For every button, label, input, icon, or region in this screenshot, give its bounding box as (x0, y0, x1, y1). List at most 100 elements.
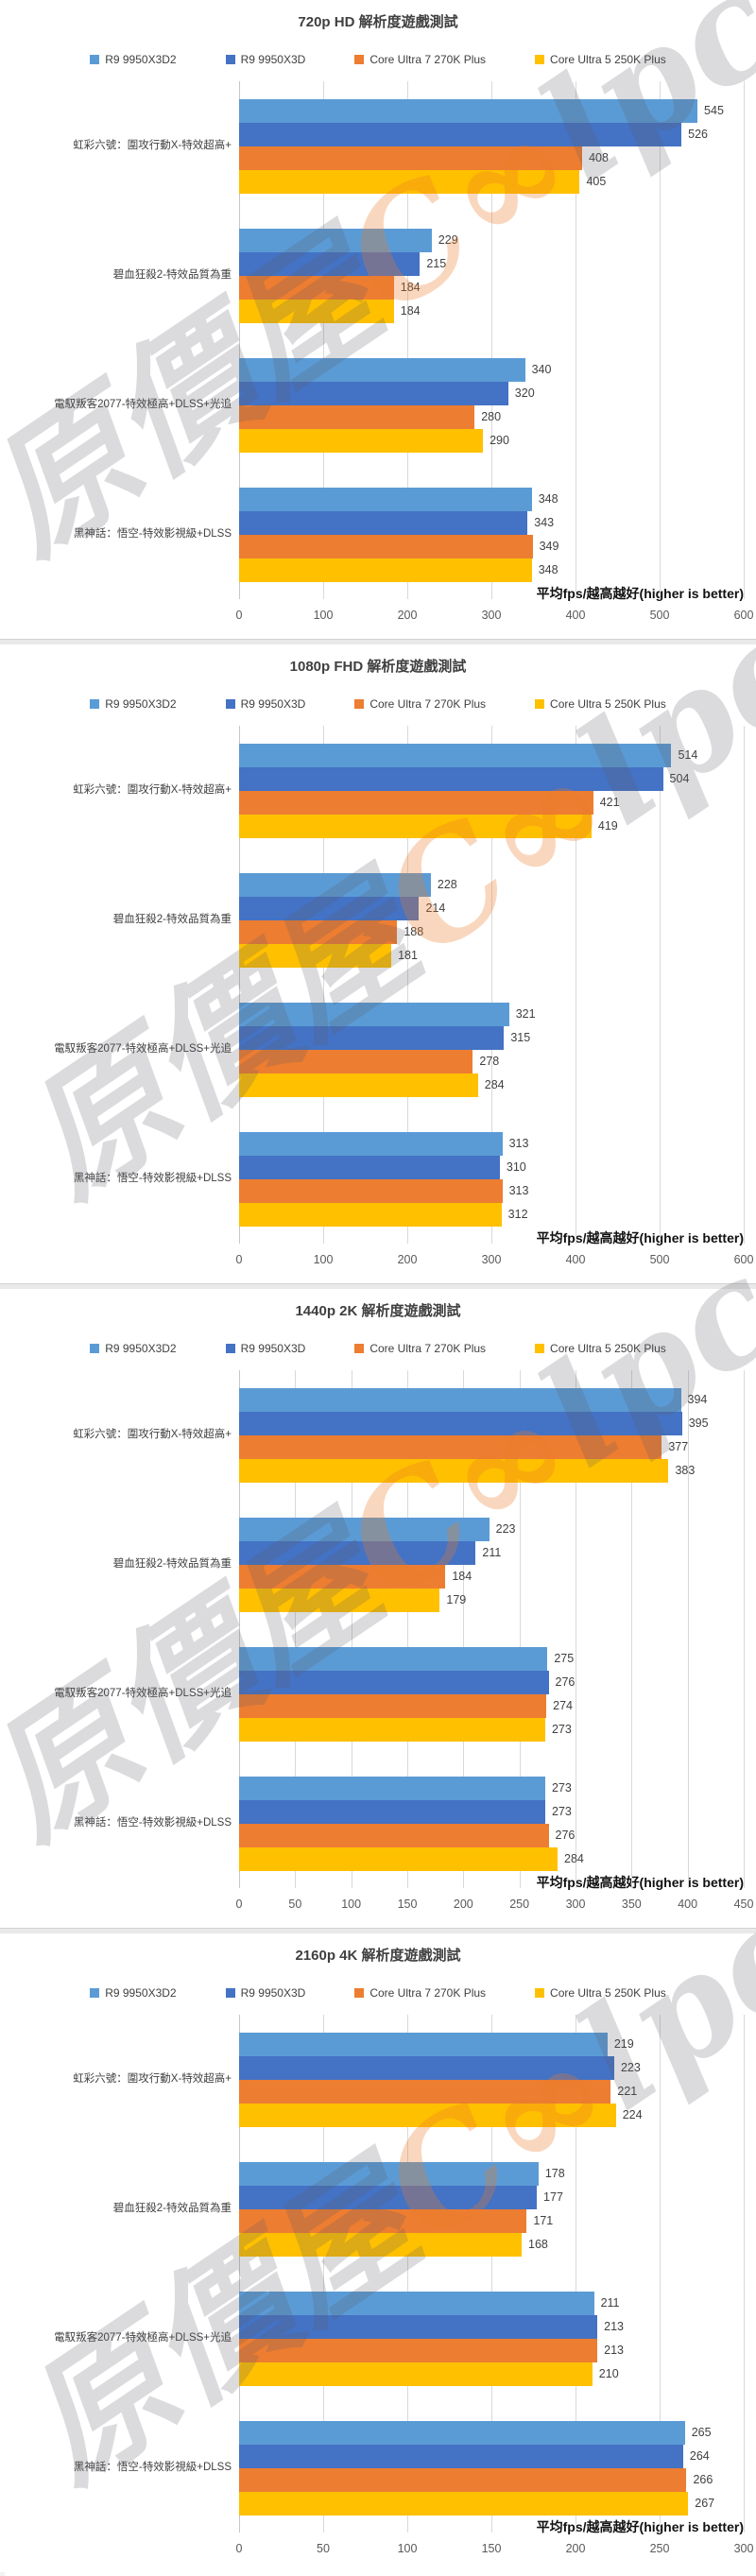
value-label: 408 (589, 151, 609, 164)
gridline (239, 726, 240, 1244)
gridline (744, 81, 745, 599)
value-label: 340 (531, 363, 552, 376)
value-label: 343 (534, 516, 555, 529)
value-label: 184 (400, 281, 421, 294)
value-label: 394 (687, 1393, 708, 1406)
bar (239, 169, 580, 194)
value-label: 315 (510, 1031, 531, 1044)
bar (239, 2079, 611, 2104)
legend-label: Core Ultra 5 250K Plus (550, 1986, 666, 2000)
legend-label: Core Ultra 5 250K Plus (550, 1342, 666, 1355)
value-label: 210 (598, 2367, 619, 2380)
category-label: 電馭叛客2077-特效極高+DLSS+光追 (54, 2332, 232, 2344)
bar (239, 2185, 538, 2209)
legend-swatch-icon (90, 699, 100, 709)
value-label: 280 (481, 410, 502, 423)
bar (239, 1717, 545, 1742)
category-label: 電馭叛客2077-特效極高+DLSS+光追 (54, 1043, 232, 1056)
bar (239, 558, 532, 582)
bar (239, 2361, 593, 2386)
legend-item: Core Ultra 5 250K Plus (535, 1342, 666, 1355)
value-label: 545 (704, 104, 724, 117)
chart-plot: 平均fps/越高越好(higher is better) 0 100 200 300 4… (54, 726, 753, 1266)
gridline (744, 1370, 745, 1888)
value-label: 383 (675, 1464, 696, 1477)
x-tick-label: 0 (235, 609, 243, 622)
category-label: 虹彩六號：圍攻行動X-特效超高+ (73, 140, 232, 152)
gridline (239, 81, 240, 599)
bar (239, 2055, 614, 2080)
gridline (407, 81, 408, 599)
value-label: 265 (691, 2426, 712, 2439)
value-label: 168 (528, 2238, 548, 2251)
x-tick-label: 200 (565, 2542, 586, 2555)
chart-legend: R9 9950X3D2 R9 9950X3D Core Ultra 7 270K P… (0, 1986, 756, 2000)
legend-swatch-icon (225, 699, 235, 709)
gridline (239, 2015, 240, 2533)
gridline (407, 1370, 408, 1888)
value-label: 313 (508, 1184, 529, 1197)
bar (239, 251, 421, 276)
value-label: 266 (693, 2473, 713, 2486)
x-axis-title: 平均fps/越高越好(higher is better) (536, 1230, 744, 1245)
x-tick-label: 400 (678, 1898, 698, 1911)
value-label: 273 (551, 1805, 572, 1818)
legend-label: R9 9950X3D2 (105, 53, 177, 66)
value-label: 228 (437, 878, 457, 891)
legend-item: Core Ultra 7 270K Plus (354, 697, 486, 711)
legend-swatch-icon (90, 1344, 100, 1353)
gridline (323, 81, 324, 599)
x-tick-label: 400 (565, 609, 586, 622)
gridline (323, 2015, 324, 2533)
legend-swatch-icon (535, 55, 545, 64)
gridline (491, 81, 492, 599)
chart-plot: 平均fps/越高越好(higher is better) 0 50 100 150 20… (54, 2015, 753, 2555)
bar (239, 98, 698, 123)
x-tick-label: 0 (235, 2542, 243, 2555)
gridline (491, 726, 492, 1244)
value-label: 179 (446, 1593, 467, 1606)
chart-title: 1080p FHD 解析度遊戲測試 (289, 659, 467, 675)
bar (239, 1823, 549, 1847)
value-label: 223 (495, 1522, 516, 1536)
chart-plot: 平均fps/越高越好(higher is better) 0 100 200 300 4… (54, 81, 753, 622)
x-axis-title: 平均fps/越高越好(higher is better) (536, 586, 744, 601)
bar (239, 2420, 685, 2445)
value-label: 504 (669, 772, 690, 785)
x-tick-label: 200 (397, 609, 418, 622)
legend-item: Core Ultra 7 270K Plus (354, 53, 486, 66)
gridline (239, 1370, 240, 1888)
value-label: 224 (622, 2108, 643, 2121)
x-tick-label: 300 (565, 1898, 586, 1911)
x-tick-label: 50 (317, 2542, 330, 2555)
legend-swatch-icon (90, 55, 100, 64)
value-label: 419 (597, 819, 618, 833)
value-label: 184 (452, 1570, 472, 1583)
x-tick-label: 100 (313, 1253, 334, 1266)
legend-swatch-icon (90, 1988, 100, 1998)
x-tick-label: 300 (733, 2542, 754, 2555)
category-label: 電馭叛客2077-特效極高+DLSS+光追 (54, 399, 232, 411)
value-label: 213 (604, 2320, 624, 2333)
bar (239, 1564, 446, 1589)
category-label: 碧血狂殺2-特效品質為重 (112, 269, 232, 282)
bar (239, 2338, 598, 2362)
legend-label: R9 9950X3D2 (105, 1986, 177, 2000)
bar (239, 534, 533, 558)
bar (239, 1646, 548, 1671)
bar (239, 2444, 683, 2468)
legend-item: R9 9950X3D2 (90, 1986, 177, 2000)
value-label: 275 (554, 1652, 575, 1665)
category-label: 虹彩六號：圍攻行動X-特效超高+ (73, 1429, 232, 1441)
legend-label: Core Ultra 7 270K Plus (369, 1342, 487, 1355)
legend-label: R9 9950X3D (240, 697, 306, 711)
value-label: 348 (538, 492, 558, 506)
bar (239, 1155, 500, 1179)
gridline (463, 1370, 465, 1888)
gridline (660, 2015, 661, 2533)
bar (239, 1458, 669, 1483)
value-label: 310 (506, 1160, 526, 1174)
legend-item: R9 9950X3D (225, 53, 305, 66)
x-tick-label: 600 (733, 609, 754, 622)
gridline (660, 726, 661, 1244)
